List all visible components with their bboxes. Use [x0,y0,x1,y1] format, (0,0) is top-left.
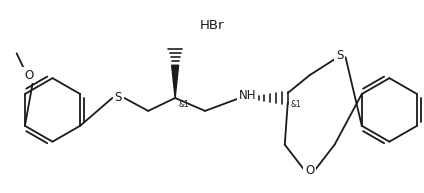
Text: HBr: HBr [200,19,224,32]
Text: NH: NH [239,89,257,102]
Text: O: O [24,69,33,82]
Text: S: S [114,91,122,104]
Text: O: O [305,164,314,177]
Text: S: S [336,49,343,62]
Text: &1: &1 [291,100,301,109]
Text: &1: &1 [178,100,189,109]
Polygon shape [172,65,179,98]
